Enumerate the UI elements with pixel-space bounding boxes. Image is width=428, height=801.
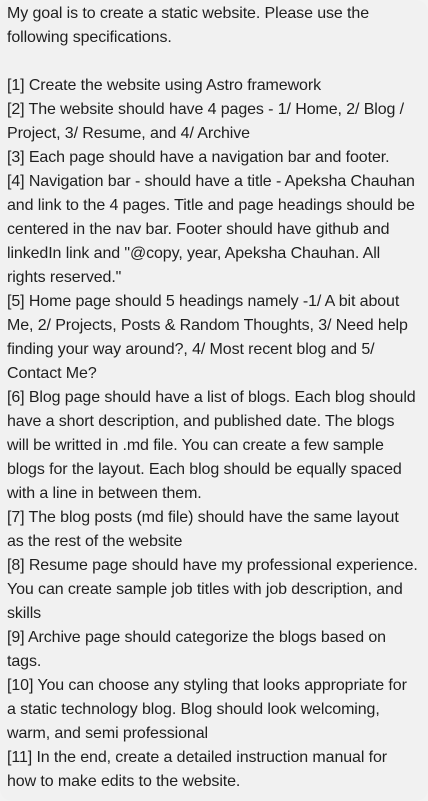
user-message-text: My goal is to create a static website. P… xyxy=(7,5,418,790)
